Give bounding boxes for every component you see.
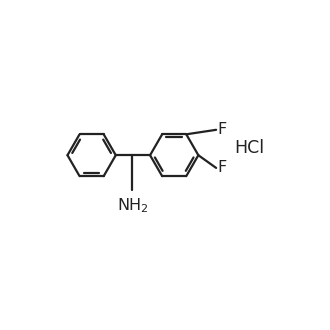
Text: F: F xyxy=(217,122,227,137)
Text: F: F xyxy=(217,160,227,176)
Text: HCl: HCl xyxy=(234,139,264,157)
Text: NH$_2$: NH$_2$ xyxy=(116,196,148,214)
